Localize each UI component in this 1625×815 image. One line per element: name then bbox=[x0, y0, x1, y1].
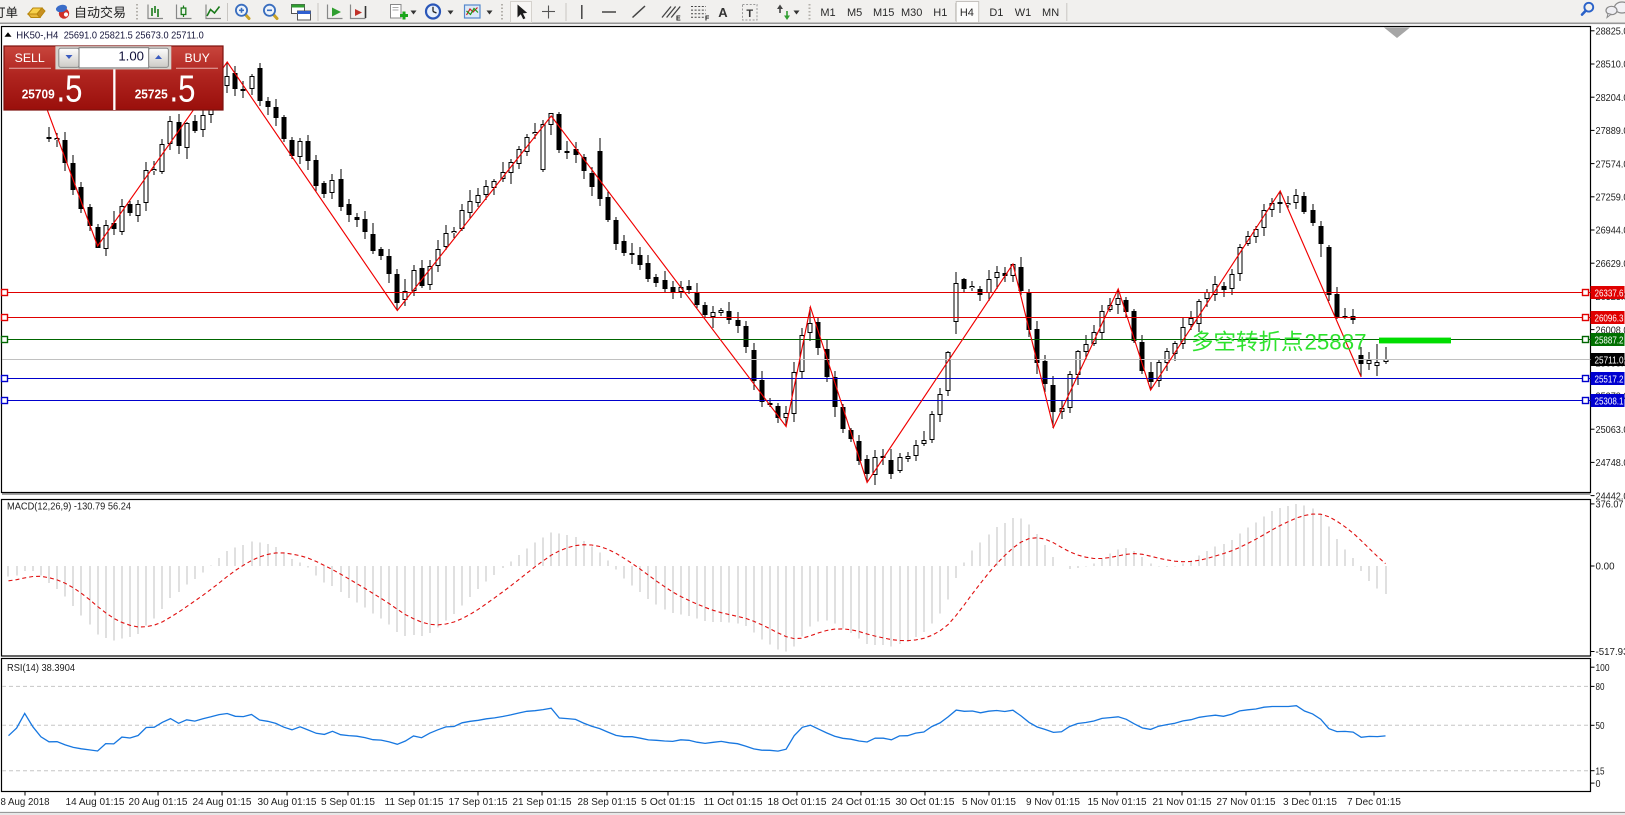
svg-text:7 Dec 01:15: 7 Dec 01:15 bbox=[1347, 797, 1401, 808]
svg-text:25517.2: 25517.2 bbox=[1595, 374, 1624, 385]
svg-text:26096.3: 26096.3 bbox=[1595, 313, 1624, 324]
svg-text:11 Oct 01:15: 11 Oct 01:15 bbox=[704, 797, 763, 808]
svg-text:9 Nov 01:15: 9 Nov 01:15 bbox=[1026, 797, 1080, 808]
svg-text:5 Oct 01:15: 5 Oct 01:15 bbox=[641, 797, 695, 808]
svg-text:376.07: 376.07 bbox=[1596, 500, 1624, 511]
svg-text:28204.0: 28204.0 bbox=[1596, 93, 1625, 104]
svg-text:MN: MN bbox=[1042, 7, 1059, 19]
svg-text:15 Nov 01:15: 15 Nov 01:15 bbox=[1088, 797, 1147, 808]
svg-text:17 Sep 01:15: 17 Sep 01:15 bbox=[449, 797, 508, 808]
svg-text:E: E bbox=[676, 16, 681, 23]
svg-text:D1: D1 bbox=[989, 7, 1003, 19]
svg-text:21 Sep 01:15: 21 Sep 01:15 bbox=[513, 797, 572, 808]
svg-text:26944.0: 26944.0 bbox=[1596, 226, 1625, 237]
svg-text:1.00: 1.00 bbox=[118, 48, 144, 63]
svg-text:24442.0: 24442.0 bbox=[1596, 491, 1625, 502]
svg-text:25711.0: 25711.0 bbox=[1595, 355, 1624, 366]
svg-text:21 Nov 01:15: 21 Nov 01:15 bbox=[1153, 797, 1212, 808]
svg-text:11 Sep 01:15: 11 Sep 01:15 bbox=[385, 797, 444, 808]
svg-text:H4: H4 bbox=[960, 7, 974, 19]
svg-text:25691.0 25821.5 25673.0 25711.: 25691.0 25821.5 25673.0 25711.0 bbox=[64, 31, 204, 42]
svg-text:18 Oct 01:15: 18 Oct 01:15 bbox=[768, 797, 827, 808]
svg-text:27889.0: 27889.0 bbox=[1596, 126, 1625, 137]
svg-text:26337.6: 26337.6 bbox=[1595, 288, 1624, 299]
svg-text:26008.0: 26008.0 bbox=[1596, 325, 1625, 336]
svg-text:50: 50 bbox=[1596, 721, 1605, 732]
svg-text:.5: .5 bbox=[170, 69, 196, 111]
svg-text:80: 80 bbox=[1596, 682, 1605, 693]
svg-text:HK50-,H4: HK50-,H4 bbox=[16, 31, 58, 42]
svg-text:28825.0: 28825.0 bbox=[1596, 27, 1625, 38]
svg-text:30 Aug 01:15: 30 Aug 01:15 bbox=[258, 797, 317, 808]
svg-text:25887: 25887 bbox=[1305, 330, 1367, 355]
svg-text:W1: W1 bbox=[1015, 7, 1032, 19]
svg-text:BUY: BUY bbox=[185, 51, 210, 65]
svg-text:5 Nov 01:15: 5 Nov 01:15 bbox=[962, 797, 1016, 808]
svg-text:8 Aug 2018: 8 Aug 2018 bbox=[1, 797, 50, 808]
svg-text:28510.0: 28510.0 bbox=[1596, 60, 1625, 71]
svg-text:M5: M5 bbox=[847, 7, 862, 19]
svg-text:25308.1: 25308.1 bbox=[1595, 396, 1624, 407]
svg-text:30 Oct 01:15: 30 Oct 01:15 bbox=[896, 797, 955, 808]
svg-text:M15: M15 bbox=[873, 7, 894, 19]
svg-text:28 Sep 01:15: 28 Sep 01:15 bbox=[578, 797, 637, 808]
svg-text:0.00: 0.00 bbox=[1596, 562, 1615, 573]
svg-text:A: A bbox=[718, 5, 728, 20]
svg-text:25709: 25709 bbox=[22, 87, 55, 102]
svg-text:SELL: SELL bbox=[15, 51, 45, 65]
svg-text:-517.93: -517.93 bbox=[1596, 647, 1625, 658]
svg-text:MACD(12,26,9) -130.79 56.24: MACD(12,26,9) -130.79 56.24 bbox=[7, 502, 131, 513]
svg-text:20 Aug 01:15: 20 Aug 01:15 bbox=[129, 797, 188, 808]
svg-text:15: 15 bbox=[1596, 766, 1605, 777]
svg-text:24 Aug 01:15: 24 Aug 01:15 bbox=[193, 797, 252, 808]
svg-text:26629.0: 26629.0 bbox=[1596, 259, 1625, 270]
svg-text:RSI(14) 38.3904: RSI(14) 38.3904 bbox=[7, 663, 75, 674]
svg-text:T: T bbox=[746, 8, 753, 20]
svg-text:27259.0: 27259.0 bbox=[1596, 193, 1625, 204]
svg-text:M1: M1 bbox=[820, 7, 835, 19]
svg-text:24748.0: 24748.0 bbox=[1596, 458, 1625, 469]
svg-text:24 Oct 01:15: 24 Oct 01:15 bbox=[832, 797, 891, 808]
svg-text:25725: 25725 bbox=[135, 87, 168, 102]
svg-text:3 Dec 01:15: 3 Dec 01:15 bbox=[1283, 797, 1337, 808]
svg-text:25887.2: 25887.2 bbox=[1595, 335, 1624, 346]
svg-text:27 Nov 01:15: 27 Nov 01:15 bbox=[1217, 797, 1276, 808]
svg-text:5 Sep 01:15: 5 Sep 01:15 bbox=[321, 797, 375, 808]
svg-text:25063.0: 25063.0 bbox=[1596, 425, 1625, 436]
svg-text:100: 100 bbox=[1596, 663, 1610, 674]
svg-text:F: F bbox=[705, 16, 710, 23]
svg-text:14 Aug 01:15: 14 Aug 01:15 bbox=[66, 797, 125, 808]
svg-text:.5: .5 bbox=[57, 69, 83, 111]
svg-text:27574.0: 27574.0 bbox=[1596, 159, 1625, 170]
svg-text:H1: H1 bbox=[933, 7, 947, 19]
svg-text:M30: M30 bbox=[901, 7, 922, 19]
svg-text:0: 0 bbox=[1596, 779, 1601, 790]
